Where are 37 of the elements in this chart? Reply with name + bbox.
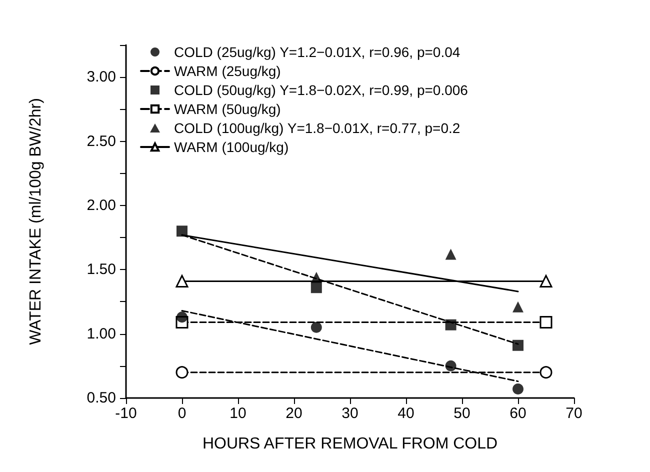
y-tick-label: 2.50 xyxy=(86,132,116,150)
y-tick-label: 1.00 xyxy=(86,325,116,342)
point xyxy=(540,316,552,329)
point xyxy=(445,360,456,372)
y-tick-label: 3.00 xyxy=(86,68,116,86)
point xyxy=(310,322,322,333)
x-tick-label: 30 xyxy=(342,405,358,422)
x-tick-label: 50 xyxy=(454,405,470,422)
point xyxy=(176,366,188,379)
x-axis-title: HOURS AFTER REMOVAL FROM COLD xyxy=(202,436,498,452)
legend-label: WARM (25ug/kg) xyxy=(174,63,281,79)
y-axis-title: WATER INTAKE (ml/100g BW/2hr) xyxy=(28,98,44,345)
x-tick-label: 0 xyxy=(178,405,186,422)
legend-label: WARM (50ug/kg) xyxy=(174,101,281,117)
x-tick-label: 40 xyxy=(398,405,414,422)
point xyxy=(310,282,322,294)
x-tick-label: 20 xyxy=(286,405,302,422)
point xyxy=(176,312,188,323)
y-tick-label: 1.50 xyxy=(86,261,116,278)
point xyxy=(512,340,524,351)
y-tick-label: 0.50 xyxy=(86,390,116,406)
point xyxy=(176,226,188,237)
legend-label: COLD (25ug/kg) Y=1.2−0.01X, r=0.96, p=0.04 xyxy=(174,44,460,60)
x-tick-label: 70 xyxy=(566,405,582,422)
x-tick-label: 10 xyxy=(230,405,246,422)
point xyxy=(445,319,456,330)
legend-label: WARM (100ug/kg) xyxy=(174,139,289,155)
point xyxy=(445,248,456,260)
point xyxy=(512,301,524,312)
x-tick-label: -10 xyxy=(115,405,137,422)
point xyxy=(310,272,322,283)
y-tick-label: 2.00 xyxy=(86,196,116,214)
legend-label: COLD (50ug/kg) Y=1.8−0.02X, r=0.99, p=0.006 xyxy=(174,82,468,98)
legend-label: COLD (100ug/kg) Y=1.8−0.01X, r=0.77, p=0.2 xyxy=(174,120,460,136)
x-tick-label: 60 xyxy=(510,405,526,422)
point xyxy=(540,366,552,379)
point xyxy=(512,384,524,395)
